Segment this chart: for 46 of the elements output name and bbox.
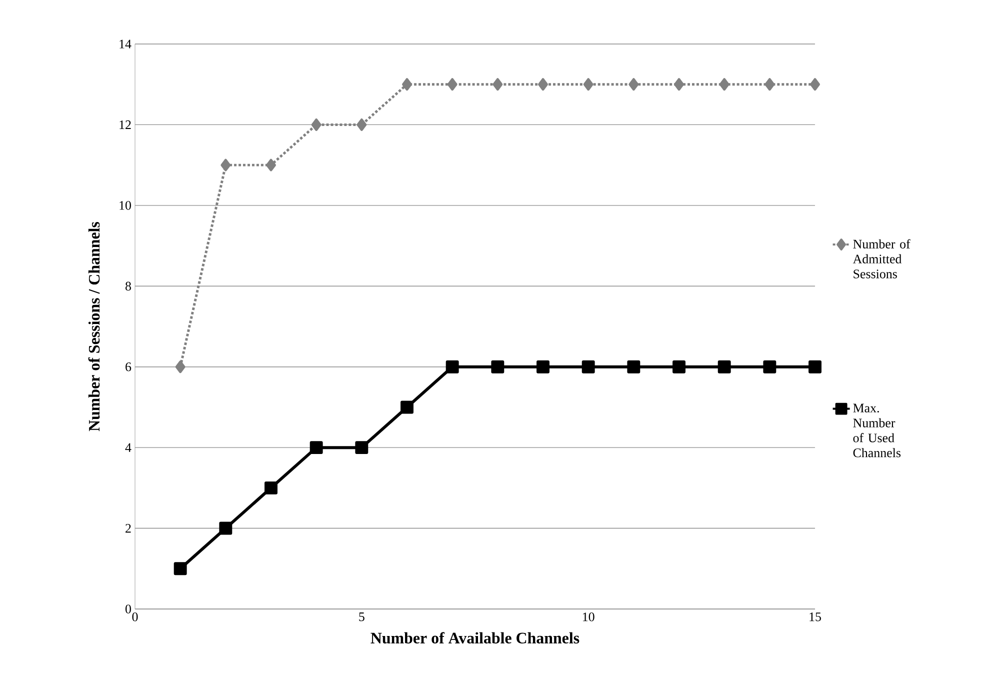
y-tick-label: 4 <box>125 443 132 452</box>
x-tick-label: 10 <box>583 612 594 622</box>
point <box>719 78 730 91</box>
point <box>311 118 322 131</box>
point <box>628 78 639 91</box>
point <box>491 360 504 374</box>
y-tick-label: 0 <box>126 604 131 614</box>
point <box>310 441 323 454</box>
point <box>266 158 276 172</box>
y-tick-label: 10 <box>120 201 131 210</box>
point <box>492 78 503 91</box>
point <box>446 360 459 374</box>
legend-label: Max. Number of Used Channels <box>853 404 901 458</box>
point <box>582 360 595 374</box>
point <box>174 562 187 576</box>
point <box>627 360 640 374</box>
point <box>672 360 686 374</box>
point <box>674 78 684 91</box>
point <box>536 360 550 374</box>
point <box>810 78 820 91</box>
point <box>538 78 548 91</box>
point <box>764 78 775 91</box>
point <box>808 360 822 374</box>
point <box>583 78 594 91</box>
point <box>220 158 231 172</box>
point <box>175 360 186 374</box>
y-axis-title: Number of Sessions / Channels <box>88 222 100 432</box>
x-axis-title: Number of Available Channels <box>370 632 580 644</box>
x-tick-label: 0 <box>132 612 138 622</box>
point <box>219 522 232 535</box>
point <box>718 360 731 374</box>
x-tick-label: 5 <box>359 612 364 622</box>
point <box>356 118 367 131</box>
point <box>355 441 368 454</box>
x-tick-label: 15 <box>810 612 821 622</box>
y-tick-label: 14 <box>120 40 132 48</box>
y-tick-label: 2 <box>126 524 131 533</box>
point <box>447 78 458 91</box>
point <box>400 400 414 414</box>
point <box>763 360 776 374</box>
y-tick-label: 12 <box>120 120 131 129</box>
point <box>402 78 412 91</box>
point <box>264 481 278 494</box>
legend-label: Number of Admitted Sessions <box>852 239 910 278</box>
y-tick-label: 8 <box>126 282 131 291</box>
y-tick-label: 6 <box>126 362 132 372</box>
